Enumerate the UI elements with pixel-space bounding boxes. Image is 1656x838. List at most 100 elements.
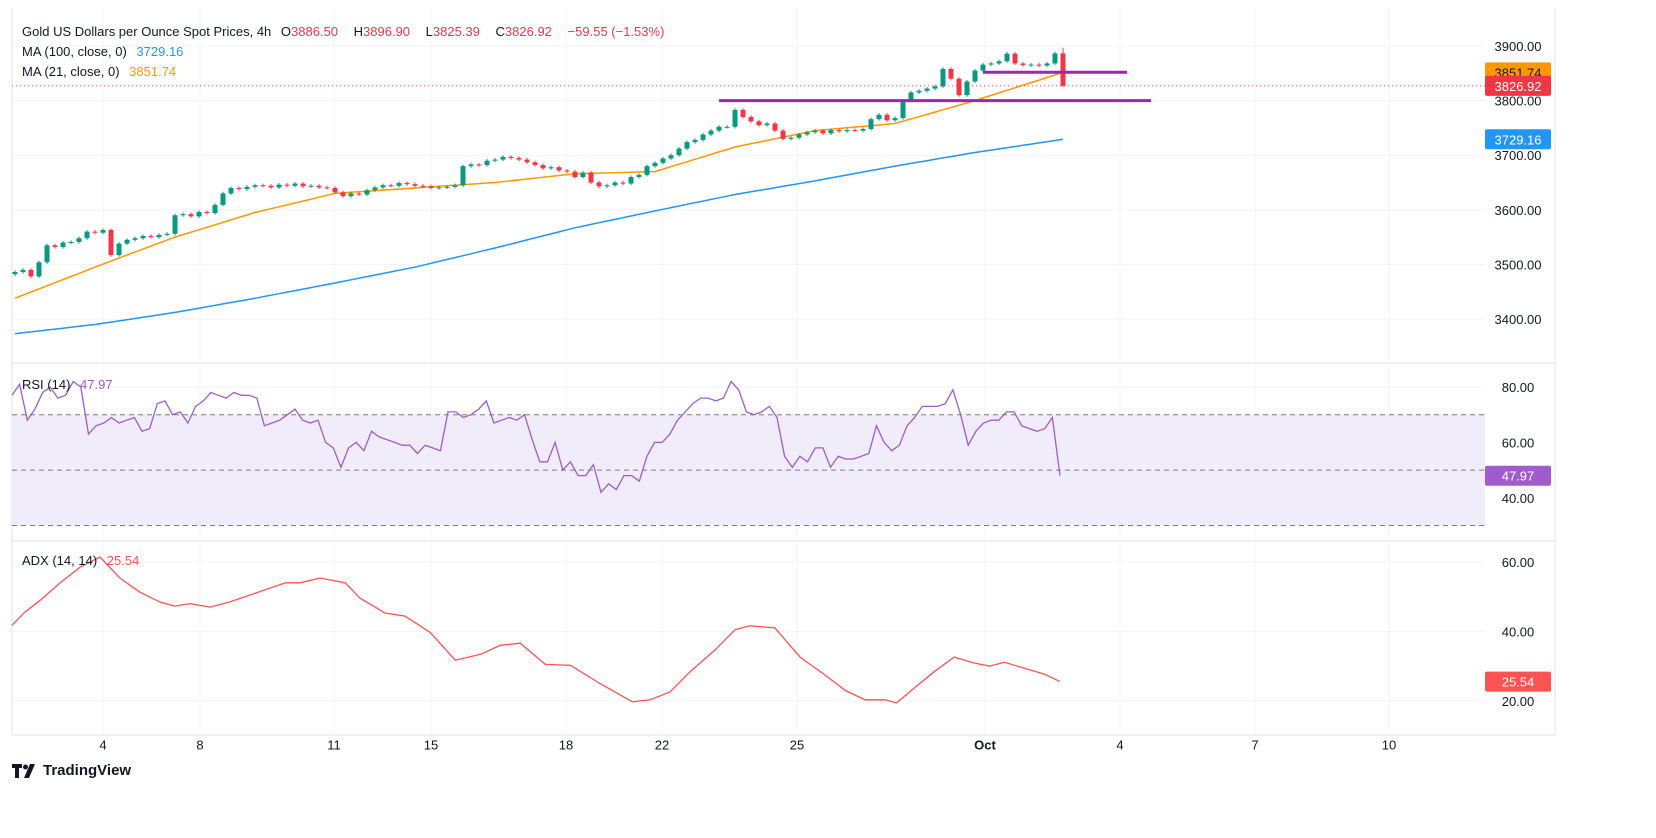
candle-body: [908, 92, 914, 101]
candle-body: [124, 239, 130, 244]
candle-body: [52, 245, 58, 247]
x-tick-label: 11: [327, 738, 341, 753]
x-tick-label: 25: [790, 738, 804, 753]
candle-body: [980, 64, 986, 71]
main-legend: Gold US Dollars per Ounce Spot Prices, 4…: [22, 24, 670, 39]
adx-tick-label: 40.00: [1502, 624, 1535, 639]
change-value: −59.55 (−1.53%): [567, 24, 665, 39]
candle-body: [316, 185, 322, 188]
candle-body: [356, 193, 362, 195]
candle-body: [900, 100, 906, 119]
candle-body: [484, 160, 490, 166]
rsi-label: RSI (14): [22, 377, 71, 392]
candle-body: [756, 121, 762, 126]
rsi-line: [11, 380, 1061, 494]
candle-body: [428, 186, 434, 188]
candle-body: [44, 245, 50, 263]
candle-body: [820, 130, 826, 134]
open-label: O: [280, 24, 292, 39]
candle-body: [28, 269, 34, 277]
rsi-legend[interactable]: RSI (14) 47.97: [22, 377, 119, 392]
candle-body: [964, 81, 970, 96]
rsi-band: [12, 414, 1485, 526]
tradingview-logo[interactable]: TradingView: [12, 762, 131, 779]
candle-body: [500, 156, 506, 160]
rsi-value-tag-label: 47.97: [1502, 469, 1535, 484]
candle-body: [1044, 63, 1050, 66]
candle-body: [564, 170, 570, 172]
price-tick-label: 3600.00: [1495, 203, 1542, 218]
adx-value-tag-label: 25.54: [1502, 675, 1535, 690]
candle-body: [620, 182, 626, 184]
candle-body: [588, 172, 594, 183]
price-tick-label: 3800.00: [1495, 94, 1542, 109]
candle-body: [548, 167, 554, 169]
ma100-label: MA (100, close, 0): [22, 44, 127, 59]
candle-body: [260, 185, 266, 187]
price-tag: [1485, 75, 1551, 96]
ma21-legend[interactable]: MA (21, close, 0) 3851.74: [22, 64, 182, 79]
candle-body: [692, 139, 698, 143]
candle-body: [668, 155, 674, 159]
candle-body: [612, 182, 618, 186]
candle-body: [116, 243, 122, 256]
candle-body: [636, 174, 642, 178]
price-tag-label: 3729.16: [1495, 132, 1542, 147]
tradingview-logo-icon: [12, 763, 35, 778]
candle-body: [84, 231, 90, 239]
candle-body: [916, 90, 922, 93]
candle-body: [188, 214, 194, 217]
ma100-line: [14, 138, 1064, 335]
candle-body: [596, 182, 602, 187]
candle-body: [924, 88, 930, 91]
candle-body: [420, 185, 426, 187]
candle-body: [1052, 53, 1058, 64]
rsi-tick-label: 60.00: [1502, 435, 1535, 450]
candle-body: [492, 159, 498, 161]
x-tick-label: 4: [99, 738, 106, 753]
adx-value: 25.54: [106, 553, 140, 568]
candle-body: [364, 190, 370, 195]
candle-body: [748, 116, 754, 122]
high-label: H: [353, 24, 364, 39]
candle-body: [404, 183, 410, 185]
candle-body: [876, 114, 882, 120]
candle-body: [36, 262, 42, 277]
x-tick-label: 18: [559, 738, 573, 753]
candle-body: [796, 134, 802, 138]
candle-body: [308, 185, 314, 187]
candle-body: [740, 109, 746, 117]
candle-body: [196, 211, 202, 217]
candle-body: [20, 269, 26, 273]
ma21-value: 3851.74: [129, 64, 177, 79]
adx-legend[interactable]: ADX (14, 14) 25.54: [22, 553, 145, 568]
candle-body: [268, 185, 274, 188]
candle-body: [164, 233, 170, 235]
candle-body: [276, 184, 282, 188]
candle-body: [1060, 53, 1066, 86]
candle-body: [972, 70, 978, 82]
candle-body: [1036, 64, 1042, 66]
candle-body: [812, 130, 818, 133]
candle-body: [884, 114, 890, 121]
candle-body: [460, 166, 466, 186]
candle-body: [292, 183, 298, 186]
ma21-label: MA (21, close, 0): [22, 64, 120, 79]
candle-body: [788, 137, 794, 139]
candle-body: [532, 162, 538, 166]
candle-body: [476, 164, 482, 166]
candle-body: [724, 126, 730, 128]
candle-body: [300, 183, 306, 187]
candle-body: [452, 185, 458, 187]
candle-body: [660, 158, 666, 163]
candle-body: [828, 130, 834, 134]
ma100-value: 3729.16: [136, 44, 184, 59]
candle-body: [244, 186, 250, 190]
candle-body: [524, 159, 530, 163]
x-tick-label: Oct: [974, 738, 996, 753]
price-tick-label: 3400.00: [1495, 312, 1542, 327]
candle-body: [604, 185, 610, 187]
ma100-legend[interactable]: MA (100, close, 0) 3729.16: [22, 44, 189, 59]
candle-body: [540, 165, 546, 169]
